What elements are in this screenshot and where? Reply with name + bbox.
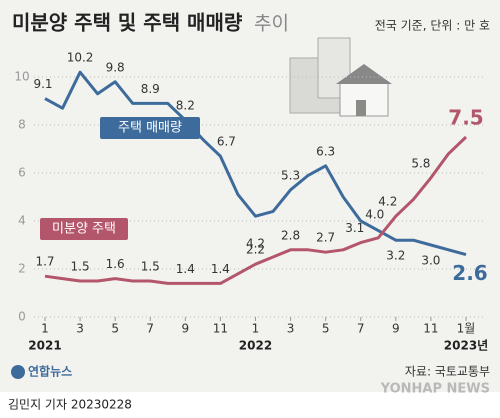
x-tick-label: 1	[252, 322, 260, 336]
legend-label: 미분양 주택	[52, 222, 116, 237]
data-label: 3.2	[386, 249, 405, 263]
data-label: 4.2	[378, 195, 397, 209]
data-label: 5.3	[281, 168, 300, 182]
data-label: 4.2	[246, 237, 265, 251]
footer-strip	[0, 392, 500, 418]
x-tick-label: 7	[357, 322, 365, 336]
data-label: 9.8	[106, 60, 125, 74]
legend-box	[40, 218, 128, 240]
data-label: 1.6	[106, 257, 125, 271]
data-label: 8.9	[141, 82, 160, 96]
y-tick-label: 4	[18, 214, 26, 228]
series-line	[44, 70, 467, 257]
y-tick-label: 0	[18, 310, 26, 324]
data-label: 6.7	[217, 135, 236, 149]
data-label: 1.4	[176, 262, 195, 276]
data-label: 2.6	[452, 261, 487, 285]
data-label: 1.4	[211, 262, 230, 276]
legend-label: 주택 매매량	[118, 121, 182, 136]
x-tick-label: 7	[146, 322, 154, 336]
chart-title-suffix: 추이	[254, 13, 289, 35]
byline: 김민지 기자 20230228	[8, 398, 132, 412]
x-group-label: 2021	[28, 339, 61, 353]
y-tick-label: 2	[18, 262, 26, 276]
y-tick-label: 10	[14, 70, 29, 84]
source: 자료: 국토교통부	[405, 365, 490, 379]
chart-title: 미분양 주택 및 주택 매매량	[12, 11, 243, 35]
data-label: 7.5	[448, 106, 483, 130]
data-label: 1.7	[35, 255, 54, 269]
data-label: 10.2	[67, 51, 94, 65]
data-label: 6.3	[316, 144, 335, 158]
y-tick-label: 6	[18, 166, 26, 180]
data-label: 9.1	[33, 77, 52, 91]
x-tick-label: 9	[182, 322, 190, 336]
data-label: 8.2	[176, 99, 195, 113]
data-label: 5.8	[411, 156, 430, 170]
series-line	[44, 135, 468, 285]
data-label: 1.5	[71, 260, 90, 274]
x-tick-label: 5	[322, 322, 330, 336]
data-label: 2.2	[246, 243, 265, 257]
x-tick-label: 11	[423, 322, 438, 336]
x-group-label: 2023년	[444, 339, 488, 353]
x-tick-label: 3	[76, 322, 84, 336]
x-tick-label: 1	[41, 322, 49, 336]
data-label: 2.7	[316, 231, 335, 245]
data-label: 2.8	[281, 228, 300, 242]
y-tick-label: 8	[18, 118, 26, 132]
data-label: 3.1	[345, 221, 364, 235]
building-illustration	[289, 37, 392, 117]
logo: 연합뉴스	[28, 364, 72, 379]
x-tick-label: 1월	[457, 322, 476, 336]
x-tick-label: 3	[287, 322, 295, 336]
data-label: 3.0	[421, 254, 440, 268]
x-tick-label: 5	[111, 322, 119, 336]
legend-box	[100, 117, 200, 139]
data-label: 4.0	[365, 208, 384, 222]
watermark: YONHAP NEWS	[380, 382, 490, 397]
x-tick-label: 9	[392, 322, 400, 336]
x-tick-label: 11	[213, 322, 228, 336]
logo-icon	[11, 365, 25, 379]
x-group-label: 2022	[239, 339, 272, 353]
note: 전국 기준, 단위 : 만 호	[375, 19, 490, 33]
data-label: 1.5	[141, 260, 160, 274]
